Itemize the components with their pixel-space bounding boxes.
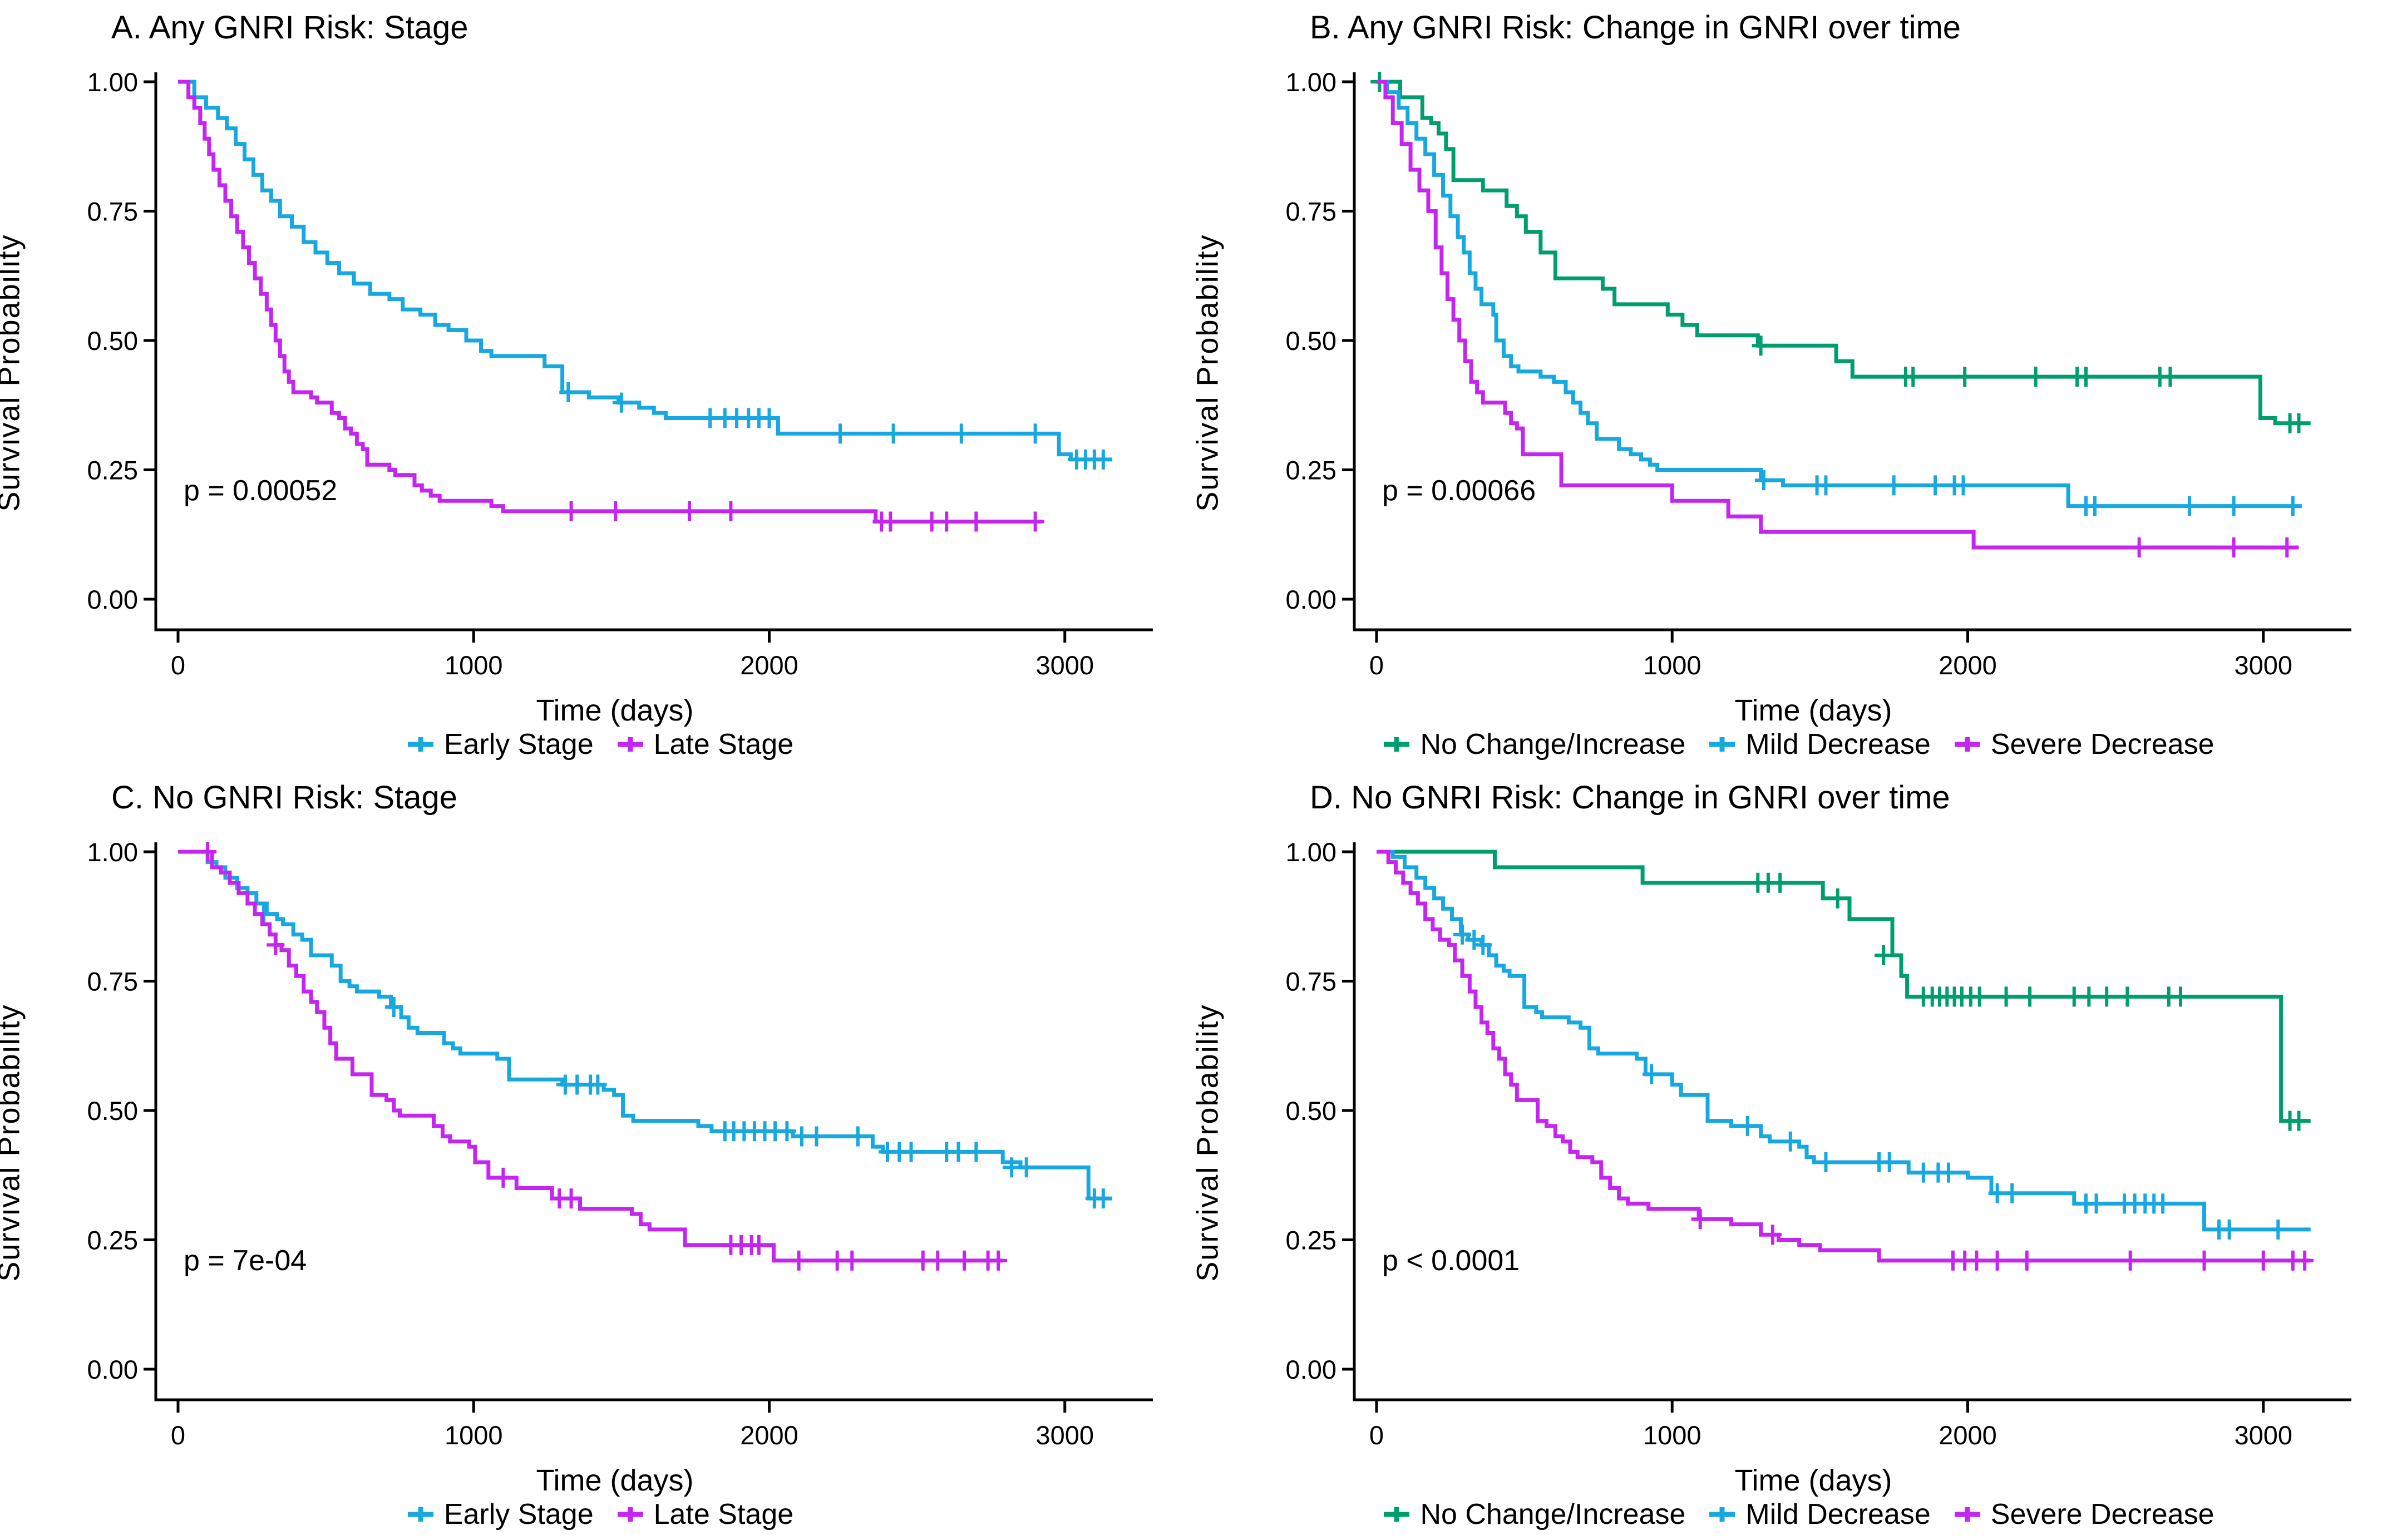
legend-item-mild-decrease: Mild Decrease [1706, 728, 1931, 761]
panel-b-plot: 0.00 0.25 0.50 0.75 1.00 0 1000 2000 3000 [1286, 67, 2351, 680]
legend-label: Early Stage [443, 1498, 594, 1531]
svg-text:0: 0 [1369, 650, 1384, 680]
svg-text:2000: 2000 [1939, 650, 1997, 680]
censor-cross-icon [1709, 737, 1735, 752]
legend-item-no-change-increase: No Change/Increase [1381, 728, 1685, 761]
censor-cross-icon [407, 1507, 433, 1522]
svg-text:0.00: 0.00 [87, 1355, 138, 1384]
panel-b: B. Any GNRI Risk: Change in GNRI over ti… [1191, 0, 2397, 770]
panel-c: C. No GNRI Risk: Stage Survival Probabil… [0, 770, 1198, 1540]
svg-text:3000: 3000 [2234, 650, 2292, 680]
legend-item-severe-decrease: Severe Decrease [1952, 728, 2214, 761]
panel-d-title: D. No GNRI Risk: Change in GNRI over tim… [1310, 779, 1950, 816]
svg-text:0: 0 [171, 1420, 185, 1450]
svg-text:1000: 1000 [445, 1420, 503, 1450]
svg-text:3000: 3000 [2234, 1420, 2292, 1450]
svg-text:1.00: 1.00 [87, 67, 138, 97]
panel-d-legend: No Change/Increase Mild Decrease Severe … [1198, 1498, 2397, 1531]
censor-cross-icon [1384, 737, 1410, 752]
svg-text:1000: 1000 [445, 650, 503, 680]
legend-label: No Change/Increase [1420, 1498, 1686, 1531]
svg-text:0.75: 0.75 [87, 197, 138, 226]
panel-a-title: A. Any GNRI Risk: Stage [111, 9, 468, 46]
svg-text:0: 0 [1369, 1420, 1384, 1450]
panel-d-y-axis-label: Survival Probability [1191, 1003, 1225, 1282]
legend-label: Mild Decrease [1745, 1498, 1931, 1531]
svg-text:0.50: 0.50 [1286, 1096, 1336, 1126]
panel-a: A. Any GNRI Risk: Stage Survival Probabi… [0, 0, 1198, 770]
panel-c-y-axis-label: Survival Probability [0, 1003, 26, 1282]
panel-a-p-value: p = 0.00052 [184, 475, 338, 507]
svg-text:0.50: 0.50 [87, 326, 138, 356]
svg-text:1.00: 1.00 [1286, 837, 1336, 867]
svg-text:3000: 3000 [1035, 650, 1094, 680]
svg-text:2000: 2000 [1939, 1420, 1997, 1450]
legend-item-late-stage: Late Stage [615, 728, 794, 761]
censor-cross-icon [1709, 1507, 1735, 1522]
svg-text:0.25: 0.25 [87, 1226, 138, 1255]
svg-text:1000: 1000 [1643, 1420, 1701, 1450]
panel-b-y-axis-label: Survival Probability [1191, 233, 1225, 512]
panel-c-plot: 0.00 0.25 0.50 0.75 1.00 0 1000 2000 3000 [87, 837, 1153, 1450]
svg-text:0.75: 0.75 [1286, 197, 1336, 226]
legend-label: Late Stage [653, 728, 794, 761]
panel-c-title: C. No GNRI Risk: Stage [111, 779, 458, 816]
panel-a-y-axis-label: Survival Probability [0, 233, 26, 512]
censor-cross-icon [1954, 737, 1980, 752]
legend-label: Mild Decrease [1745, 728, 1931, 761]
legend-label: No Change/Increase [1420, 728, 1686, 761]
svg-text:1.00: 1.00 [87, 837, 138, 867]
svg-text:0.00: 0.00 [87, 585, 138, 614]
censor-cross-icon [617, 1507, 643, 1522]
panel-b-p-value: p = 0.00066 [1382, 475, 1536, 507]
svg-text:0.50: 0.50 [1286, 326, 1336, 356]
svg-text:0: 0 [171, 650, 185, 680]
svg-text:0.75: 0.75 [1286, 967, 1336, 996]
censor-cross-icon [407, 737, 433, 752]
panel-d-p-value: p < 0.0001 [1382, 1245, 1520, 1277]
svg-text:1000: 1000 [1643, 650, 1701, 680]
legend-item-early-stage: Early Stage [405, 728, 594, 761]
legend-label: Severe Decrease [1990, 728, 2214, 761]
legend-item-mild-decrease: Mild Decrease [1706, 1498, 1931, 1531]
svg-text:3000: 3000 [1035, 1420, 1094, 1450]
svg-text:2000: 2000 [740, 1420, 798, 1450]
svg-text:0.75: 0.75 [87, 967, 138, 996]
panel-c-p-value: p = 7e-04 [184, 1245, 307, 1277]
panel-c-legend: Early Stage Late Stage [0, 1498, 1198, 1531]
censor-cross-icon [1384, 1507, 1410, 1522]
panel-d-x-axis-label: Time (days) [1734, 1464, 1892, 1497]
svg-text:0.25: 0.25 [1286, 1226, 1336, 1255]
legend-label: Late Stage [653, 1498, 794, 1531]
legend-label: Severe Decrease [1990, 1498, 2214, 1531]
panel-d: D. No GNRI Risk: Change in GNRI over tim… [1191, 770, 2397, 1540]
panel-b-title: B. Any GNRI Risk: Change in GNRI over ti… [1310, 9, 1961, 46]
panel-a-plot: 0.00 0.25 0.50 0.75 1.00 0 1000 2000 3000 [87, 67, 1153, 680]
panel-b-x-axis-label: Time (days) [1734, 694, 1892, 727]
panel-c-x-axis-label: Time (days) [536, 1464, 694, 1497]
svg-text:0.00: 0.00 [1286, 1355, 1336, 1384]
svg-text:0.50: 0.50 [87, 1096, 138, 1126]
legend-label: Early Stage [443, 728, 594, 761]
legend-item-severe-decrease: Severe Decrease [1952, 1498, 2214, 1531]
panel-b-legend: No Change/Increase Mild Decrease Severe … [1198, 728, 2397, 761]
censor-cross-icon [1954, 1507, 1980, 1522]
panel-d-plot: 0.00 0.25 0.50 0.75 1.00 0 1000 2000 3000 [1286, 837, 2351, 1450]
panel-a-x-axis-label: Time (days) [536, 694, 694, 727]
censor-cross-icon [617, 737, 643, 752]
panel-a-legend: Early Stage Late Stage [0, 728, 1198, 761]
svg-text:0.25: 0.25 [1286, 456, 1336, 485]
svg-text:0.25: 0.25 [87, 456, 138, 485]
svg-text:2000: 2000 [740, 650, 798, 680]
svg-text:0.00: 0.00 [1286, 585, 1336, 614]
legend-item-no-change-increase: No Change/Increase [1381, 1498, 1685, 1531]
legend-item-early-stage: Early Stage [405, 1498, 594, 1531]
svg-text:1.00: 1.00 [1286, 67, 1336, 97]
legend-item-late-stage: Late Stage [615, 1498, 794, 1531]
